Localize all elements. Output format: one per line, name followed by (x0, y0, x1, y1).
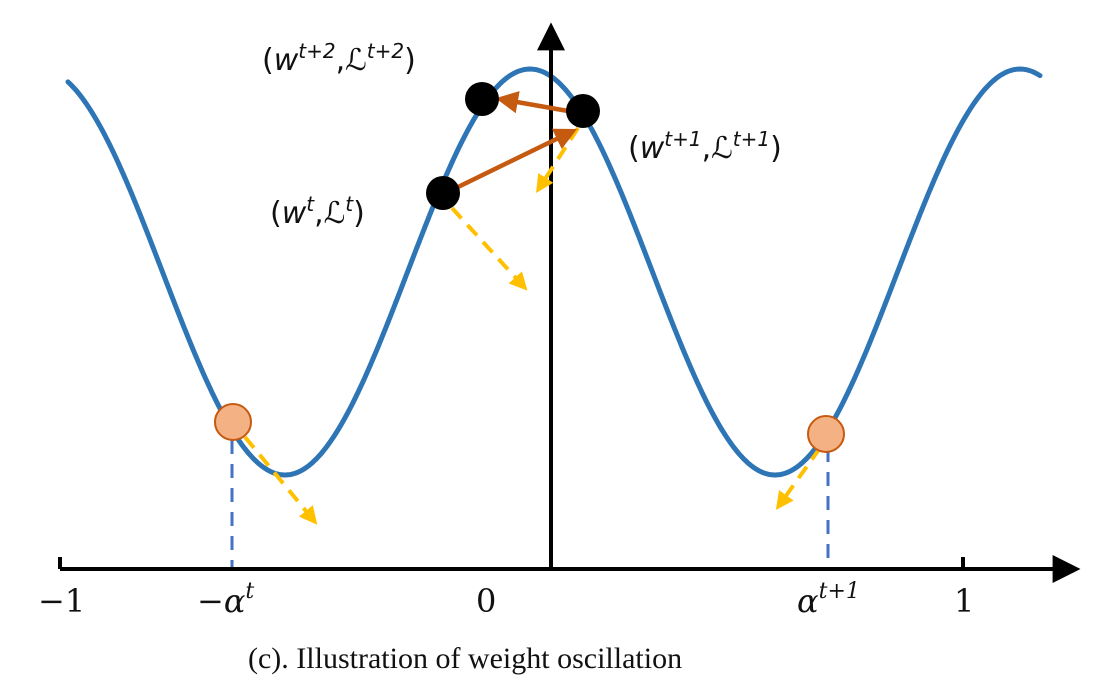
point-w-t (426, 176, 460, 210)
gradient-arrow-right-min (775, 446, 822, 510)
update-arrow-t1-to-t2 (495, 91, 569, 114)
update-arrow-t-to-t1 (455, 128, 578, 191)
figure-caption: (c). Illustration of weight oscillation (248, 642, 682, 675)
quantized-point-alpha (807, 415, 845, 453)
point-w-t1 (566, 94, 600, 128)
tick-label-zero: 0 (476, 582, 496, 620)
label-point-t2: (wt+2,ℒt+2) (262, 39, 416, 78)
gradient-arrow-left-min (243, 435, 318, 525)
tick-label-neg-one: −1 (38, 582, 85, 620)
label-point-t1: (wt+1,ℒt+1) (628, 127, 782, 166)
label-point-t: (wt,ℒt) (270, 192, 365, 231)
point-w-t2 (465, 82, 499, 116)
tick-label-neg-alpha: −αt (197, 579, 254, 620)
gradient-arrow-p0 (450, 206, 528, 291)
tick-label-alpha: αt+1 (797, 579, 860, 620)
loss-curve (65, 66, 1043, 478)
quantized-point-neg-alpha (214, 403, 252, 441)
tick-label-one: 1 (954, 582, 974, 620)
